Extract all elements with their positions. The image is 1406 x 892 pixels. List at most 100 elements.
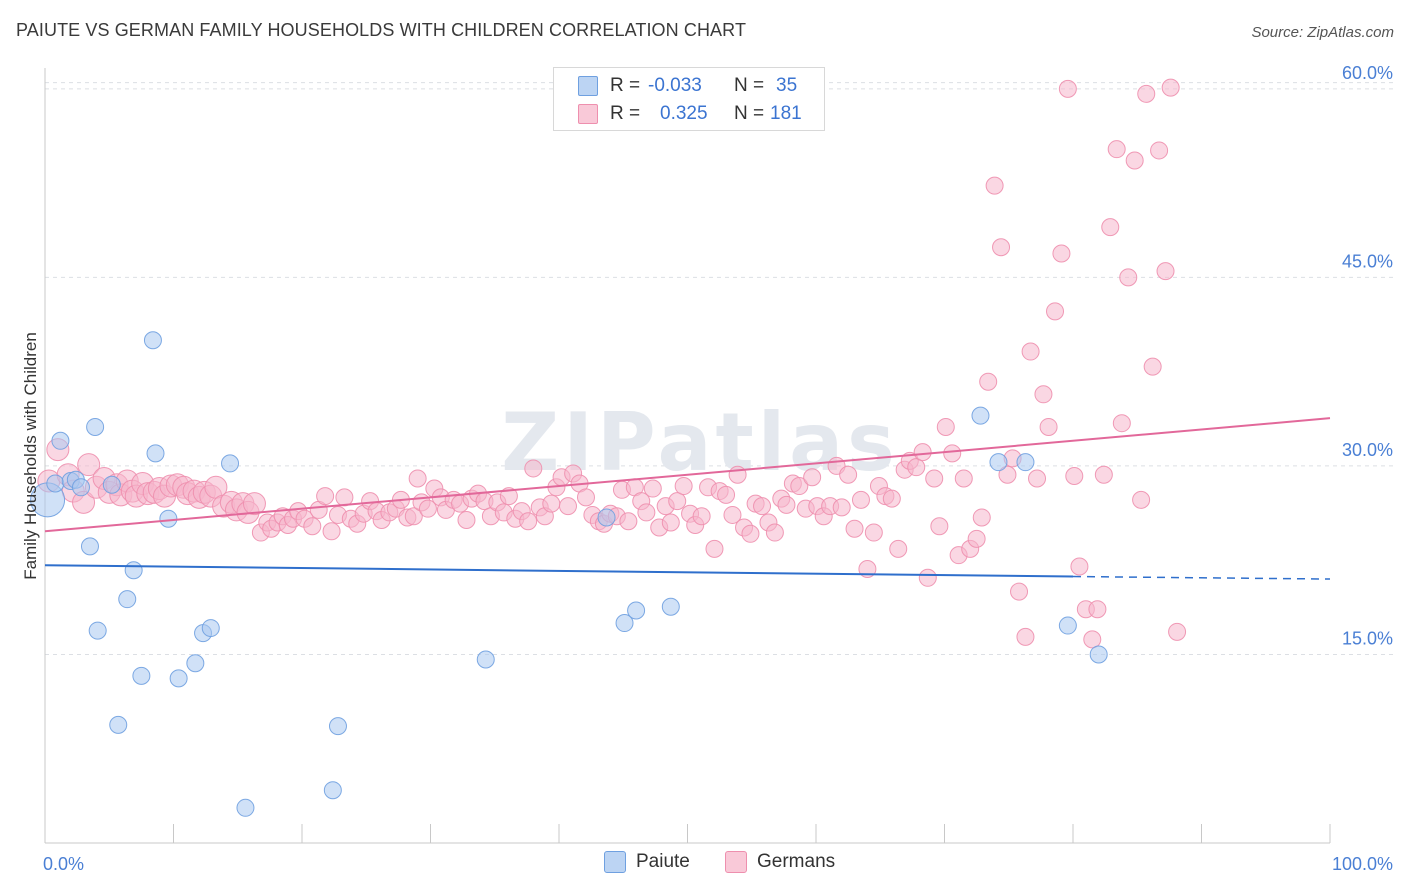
paiute-point — [88, 621, 107, 640]
germans-point — [1119, 268, 1138, 287]
germans-point — [457, 510, 476, 529]
paiute-point — [236, 798, 255, 817]
germans-point — [839, 465, 858, 484]
germans-point — [728, 465, 747, 484]
germans-point — [845, 519, 864, 538]
germans-point — [558, 497, 577, 516]
paiute-point — [146, 444, 165, 463]
paiute-n-value: 35 — [776, 75, 798, 96]
germans-point — [1137, 84, 1156, 103]
germans-swatch — [725, 851, 747, 873]
germans-r-value: 0.325 — [660, 103, 708, 124]
germans-point — [1021, 342, 1040, 361]
germans-point — [1070, 557, 1089, 576]
paiute-point — [132, 666, 151, 685]
germans-point — [519, 512, 538, 531]
germans-point — [1125, 151, 1144, 170]
paiute-point — [186, 654, 205, 673]
paiute-r-value: -0.033 — [648, 75, 702, 96]
paiute-point — [46, 474, 65, 493]
germans-trend-line — [44, 417, 1331, 533]
germans-point — [930, 517, 949, 536]
germans-point — [882, 489, 901, 508]
y-tick-label: 60.0% — [1342, 63, 1393, 83]
germans-point — [1016, 627, 1035, 646]
germans-point — [619, 512, 638, 531]
germans-point — [499, 487, 518, 506]
germans-point — [674, 477, 693, 496]
paiute-point — [328, 717, 347, 736]
legend-item-paiute[interactable]: Paiute — [604, 851, 690, 873]
paiute-trend-extension — [1072, 575, 1331, 580]
germans-point — [889, 539, 908, 558]
germans-point — [322, 522, 341, 541]
germans-n-value: 181 — [770, 103, 802, 124]
germans-point — [1034, 385, 1053, 404]
legend-n-label: N = — [734, 103, 765, 124]
germans-point — [925, 469, 944, 488]
legend-r-label: R = — [610, 75, 641, 96]
germans-point — [1107, 140, 1126, 159]
y-axis-label: Family Households with Children — [21, 332, 40, 580]
germans-point — [790, 477, 809, 496]
paiute-point — [615, 614, 634, 633]
germans-point — [418, 499, 437, 518]
correlation-legend: R = -0.033 N = 35 R = 0.325 N = 181 — [553, 67, 825, 131]
paiute-trend-line — [44, 564, 1074, 578]
germans-point — [992, 238, 1011, 257]
germans-point — [1156, 262, 1175, 281]
germans-point — [335, 488, 354, 507]
paiute-point — [102, 475, 121, 494]
paiute-swatch — [578, 76, 598, 96]
germans-point — [1065, 466, 1084, 485]
germans-point — [907, 458, 926, 477]
germans-point — [741, 524, 760, 543]
paiute-point — [86, 417, 105, 436]
paiute-point — [221, 454, 240, 473]
legend-item-germans[interactable]: Germans — [725, 851, 835, 873]
germans-point — [1046, 302, 1065, 321]
paiute-point — [143, 331, 162, 350]
paiute-series — [30, 331, 1108, 817]
germans-point — [918, 568, 937, 587]
germans-point — [979, 372, 998, 391]
germans-point — [1083, 630, 1102, 649]
legend-r-label: R = — [610, 103, 641, 124]
germans-point — [1052, 244, 1071, 263]
germans-point — [864, 523, 883, 542]
paiute-point — [627, 601, 646, 620]
legend-n-label: N = — [734, 75, 765, 96]
germans-point — [723, 505, 742, 524]
germans-point — [77, 453, 101, 477]
germans-point — [972, 508, 991, 527]
germans-point — [1094, 465, 1113, 484]
paiute-point — [159, 509, 178, 528]
source-label: Source: ZipAtlas.com — [1251, 24, 1394, 41]
germans-point — [954, 469, 973, 488]
series-legend: Paiute Germans — [0, 851, 1406, 877]
germans-point — [1088, 600, 1107, 619]
germans-point — [943, 444, 962, 463]
germans-point — [1132, 490, 1151, 509]
x-tick-labels: 0.0% 100.0% — [43, 854, 1393, 874]
paiute-point — [169, 669, 188, 688]
trend-lines — [44, 417, 1331, 580]
germans-point — [1101, 218, 1120, 237]
legend-paiute-label: Paiute — [636, 851, 690, 872]
germans-point — [1058, 79, 1077, 98]
germans-swatch — [578, 104, 598, 124]
germans-point — [832, 498, 851, 517]
germans-point — [576, 488, 595, 507]
paiute-point — [971, 406, 990, 425]
germans-point — [851, 490, 870, 509]
germans-point — [913, 443, 932, 462]
paiute-point — [661, 597, 680, 616]
germans-point — [1112, 414, 1131, 433]
paiute-point — [201, 619, 220, 638]
germans-point — [1010, 582, 1029, 601]
paiute-swatch — [604, 851, 626, 873]
paiute-point — [118, 590, 137, 609]
germans-point — [717, 485, 736, 504]
paiute-point — [51, 431, 70, 450]
germans-point — [303, 517, 322, 536]
